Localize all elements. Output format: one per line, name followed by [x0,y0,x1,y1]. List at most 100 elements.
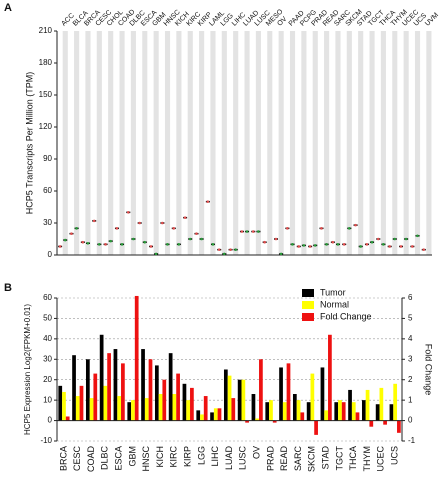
band-shade [85,31,91,255]
bar [144,398,149,421]
x-tick-label: HNSC [141,446,151,472]
median-dot [263,240,266,244]
median-dot [63,238,67,242]
bar [158,394,163,421]
bar [154,365,159,421]
median-dot [245,230,249,233]
bar [127,402,132,421]
band-shade [301,31,307,255]
median-dot [286,227,289,230]
y-tick-label: 40 [43,334,52,343]
bar [107,353,111,421]
median-dot [138,221,141,225]
bar [334,402,339,421]
bar [361,400,366,421]
median-dot [331,240,335,244]
bar [131,400,135,421]
x-tick-label: DLBC [100,446,110,471]
median-dot [342,243,346,246]
y2-tick-label: 5 [408,314,413,323]
band-shade [289,31,296,255]
median-dot [376,237,380,241]
band-shade [335,31,341,255]
x-tick-label: SARC [293,446,303,472]
band-shade [426,31,432,255]
bar [245,420,249,423]
y2-tick-label: 2 [408,375,413,384]
bar [148,359,153,421]
y-tick-label: 210 [39,26,53,35]
band-shade [164,31,171,255]
bar [269,400,273,421]
x-tick-label: LUSC [238,446,248,471]
band-shade [176,31,182,255]
bar [182,383,187,421]
y-axis-title: HCP5 Transcripts Per Million (TPM) [24,72,34,215]
bar [279,367,283,421]
bar [203,396,208,421]
bar [286,363,291,421]
x-tick-label: KICH [155,446,165,468]
band-shade [221,31,227,255]
bar [341,402,346,421]
median-dot [206,200,210,203]
median-dot [308,245,312,248]
y-tick-label: 10 [43,395,52,404]
median-dot [81,240,85,244]
bar [300,412,305,421]
bar [282,402,287,421]
median-dot [115,227,119,230]
band-shade [233,31,239,255]
bar [79,385,84,421]
bar [227,375,232,421]
band-shade [267,31,273,255]
y2-tick-label: 3 [408,354,413,363]
bar [89,398,94,421]
x-tick-label: LUAD [224,446,234,471]
band-shade [210,31,216,255]
y-tick-label: 60 [43,186,52,195]
median-dot [297,245,301,248]
median-dot [325,243,328,246]
y2-tick-label: 6 [408,293,413,302]
median-dot [234,248,237,251]
bar [103,385,108,421]
bar [99,334,104,421]
band-shade [414,31,421,255]
bar [210,412,214,421]
band-shade [369,31,375,255]
bar [338,400,342,421]
legend-swatch [302,301,314,309]
y2-tick-label: -1 [408,436,416,445]
y-tick-label: 50 [43,314,52,323]
bar [213,408,218,421]
median-dot [172,227,176,230]
bar [292,394,297,421]
y-tick-label: -10 [40,436,52,445]
bar [320,367,325,421]
bar [389,404,394,421]
median-dot [388,245,391,248]
bar [85,359,90,421]
median-dot [109,239,112,243]
band-shade [187,31,193,255]
median-dot [143,240,147,244]
bar [134,295,139,421]
legend-swatch [302,313,314,321]
x-tick-label: PRAD [265,446,275,472]
median-dot [416,234,419,238]
legend-label: Normal [320,299,349,309]
x-tick-label: UCEC [376,446,386,472]
median-dot [354,223,357,227]
band-shade [153,31,159,255]
median-dot [149,245,153,248]
y-tick-label: 150 [39,90,53,99]
legend-label: Tumor [320,287,346,297]
bar [141,349,145,421]
x-tick-label: STAD [320,446,330,470]
y-tick-label: 0 [48,416,53,425]
bar [176,373,180,421]
bar [113,349,118,421]
band-shade [142,31,148,255]
median-dot [257,230,260,233]
